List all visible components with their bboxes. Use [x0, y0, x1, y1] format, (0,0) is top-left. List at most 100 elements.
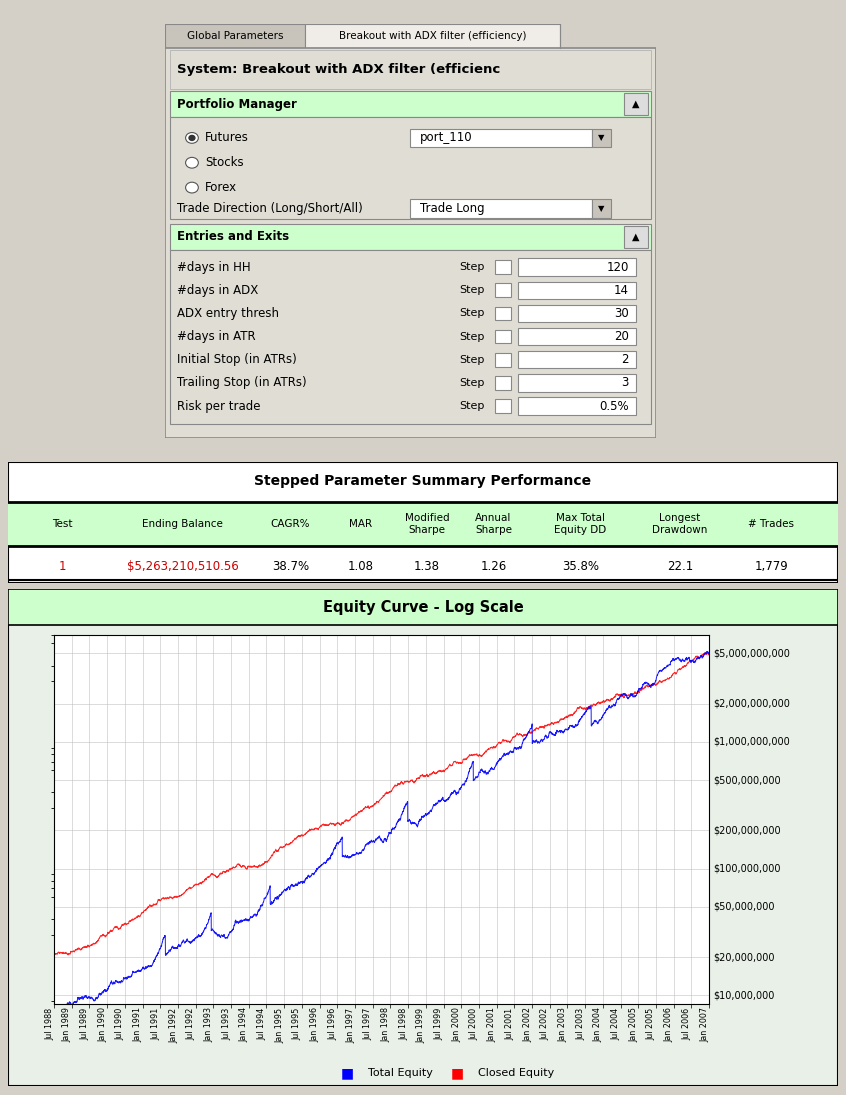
Text: Step: Step: [459, 378, 485, 388]
Text: Jul 1999: Jul 1999: [435, 1007, 443, 1040]
Text: Jul 2001: Jul 2001: [505, 1007, 514, 1039]
Bar: [495, 307, 511, 320]
Text: $1,000,000,000: $1,000,000,000: [713, 737, 790, 747]
Text: Jan 1997: Jan 1997: [346, 1007, 355, 1042]
Bar: [170, 117, 651, 219]
Text: Jan 1993: Jan 1993: [205, 1007, 213, 1042]
Text: Jan 1995: Jan 1995: [275, 1007, 284, 1042]
Text: 1.08: 1.08: [348, 561, 374, 574]
Text: Jul 1998: Jul 1998: [399, 1007, 408, 1040]
Bar: [495, 353, 511, 367]
Text: 35.8%: 35.8%: [562, 561, 599, 574]
Text: $2,000,000,000: $2,000,000,000: [713, 699, 790, 708]
Text: Jul 1995: Jul 1995: [293, 1007, 302, 1040]
Text: ■: ■: [340, 1067, 354, 1080]
Text: Jul 1994: Jul 1994: [257, 1007, 266, 1040]
Text: Jul 1996: Jul 1996: [328, 1007, 338, 1040]
Text: Jan 2004: Jan 2004: [594, 1007, 603, 1042]
Bar: [495, 376, 511, 390]
Circle shape: [185, 158, 198, 169]
Text: Jan 2005: Jan 2005: [629, 1007, 638, 1042]
Bar: [519, 374, 636, 392]
Text: Ending Balance: Ending Balance: [142, 519, 223, 529]
Text: Risk per trade: Risk per trade: [178, 400, 261, 413]
Text: Jul 1991: Jul 1991: [151, 1007, 160, 1040]
Bar: [170, 91, 651, 117]
Text: Jul 1992: Jul 1992: [187, 1007, 195, 1040]
Text: Step: Step: [459, 355, 485, 365]
Text: Jul 2004: Jul 2004: [612, 1007, 620, 1039]
Text: CAGR%: CAGR%: [271, 519, 310, 529]
Text: Jul 2006: Jul 2006: [683, 1007, 691, 1039]
Text: $200,000,000: $200,000,000: [713, 826, 781, 835]
Text: Jan 1989: Jan 1989: [63, 1007, 72, 1042]
Text: #days in ADX: #days in ADX: [178, 284, 259, 297]
Text: #days in HH: #days in HH: [178, 261, 251, 274]
Text: Portfolio Manager: Portfolio Manager: [178, 97, 297, 111]
Bar: [592, 199, 612, 218]
Text: 120: 120: [607, 261, 629, 274]
Text: Jul 1993: Jul 1993: [222, 1007, 231, 1040]
Text: Closed Equity: Closed Equity: [478, 1068, 554, 1079]
Text: Jul 2000: Jul 2000: [470, 1007, 479, 1039]
Text: Trade Direction (Long/Short/All): Trade Direction (Long/Short/All): [178, 201, 363, 215]
Text: Jan 2001: Jan 2001: [487, 1007, 497, 1042]
Text: Step: Step: [459, 309, 485, 319]
Text: Step: Step: [459, 332, 485, 342]
Text: Annual
Sharpe: Annual Sharpe: [475, 514, 512, 535]
Text: Trailing Stop (in ATRs): Trailing Stop (in ATRs): [178, 377, 307, 390]
Bar: [495, 330, 511, 344]
Bar: [410, 128, 592, 147]
Text: 0.5%: 0.5%: [599, 400, 629, 413]
Bar: [519, 281, 636, 299]
Text: port_110: port_110: [420, 131, 473, 145]
Text: Jan 1990: Jan 1990: [98, 1007, 107, 1042]
Text: Jul 1989: Jul 1989: [80, 1007, 90, 1040]
Text: Jan 1999: Jan 1999: [417, 1007, 426, 1042]
Circle shape: [185, 182, 198, 193]
Text: $5,263,210,510.56: $5,263,210,510.56: [127, 561, 239, 574]
Text: Jul 2005: Jul 2005: [647, 1007, 656, 1040]
Text: Longest
Drawdown: Longest Drawdown: [652, 514, 708, 535]
Text: Trade Long: Trade Long: [420, 201, 485, 215]
Bar: [495, 284, 511, 297]
Text: Step: Step: [459, 285, 485, 296]
Text: Jan 2002: Jan 2002: [523, 1007, 532, 1042]
Text: Futures: Futures: [206, 131, 249, 145]
Bar: [519, 351, 636, 368]
Text: Jul 1988: Jul 1988: [45, 1007, 54, 1039]
Text: ▲: ▲: [632, 100, 640, 110]
Bar: [170, 250, 651, 424]
Text: Jul 1990: Jul 1990: [116, 1007, 125, 1040]
Text: ▼: ▼: [598, 134, 605, 142]
Bar: [624, 226, 648, 247]
Text: Breakout with ADX filter (efficiency): Breakout with ADX filter (efficiency): [338, 31, 526, 41]
Text: 1.38: 1.38: [415, 561, 440, 574]
Text: 30: 30: [614, 307, 629, 320]
Text: Total Equity: Total Equity: [368, 1068, 433, 1079]
Bar: [170, 223, 651, 250]
Text: Modified
Sharpe: Modified Sharpe: [405, 514, 449, 535]
Text: Jan 2007: Jan 2007: [700, 1007, 709, 1042]
Text: 20: 20: [614, 330, 629, 343]
Text: Step: Step: [459, 401, 485, 411]
Circle shape: [185, 132, 198, 143]
Text: Jan 2003: Jan 2003: [558, 1007, 568, 1042]
Bar: [624, 93, 648, 115]
Text: System: Breakout with ADX filter (efficienc: System: Breakout with ADX filter (effici…: [178, 62, 501, 76]
Bar: [495, 261, 511, 274]
Text: $50,000,000: $50,000,000: [713, 901, 775, 912]
Text: Jan 1996: Jan 1996: [310, 1007, 320, 1042]
Text: Step: Step: [459, 262, 485, 272]
Text: 1: 1: [58, 561, 66, 574]
Text: Stocks: Stocks: [206, 157, 244, 170]
Bar: [8, 589, 838, 625]
Text: Jan 2000: Jan 2000: [453, 1007, 461, 1042]
Text: Jan 1991: Jan 1991: [134, 1007, 143, 1042]
Bar: [165, 24, 305, 48]
Text: 1,779: 1,779: [755, 561, 788, 574]
Text: 2: 2: [621, 354, 629, 366]
Text: 3: 3: [621, 377, 629, 390]
Circle shape: [189, 136, 195, 140]
Text: $20,000,000: $20,000,000: [713, 953, 775, 963]
